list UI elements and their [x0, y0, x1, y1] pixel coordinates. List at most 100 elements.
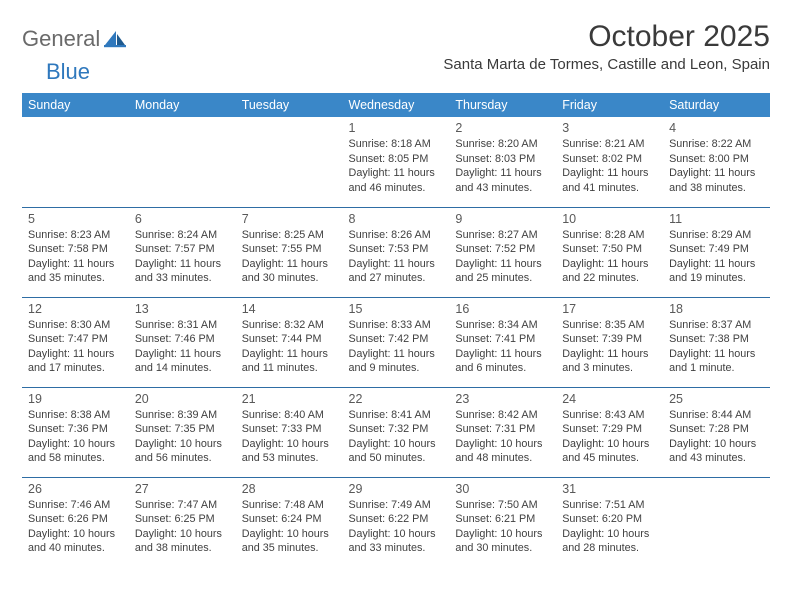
calendar-week-row: 1 Sunrise: 8:18 AMSunset: 8:05 PMDaylight… — [22, 117, 770, 207]
calendar-day-cell: 21 Sunrise: 8:40 AMSunset: 7:33 PMDayligh… — [236, 387, 343, 477]
day-info: Sunrise: 8:24 AMSunset: 7:57 PMDaylight:… — [135, 228, 230, 286]
day-info: Sunrise: 7:49 AMSunset: 6:22 PMDaylight:… — [349, 498, 444, 556]
day-number: 13 — [135, 302, 230, 316]
calendar-day-cell: 14 Sunrise: 8:32 AMSunset: 7:44 PMDayligh… — [236, 297, 343, 387]
calendar-day-cell: 25 Sunrise: 8:44 AMSunset: 7:28 PMDayligh… — [663, 387, 770, 477]
day-number: 17 — [562, 302, 657, 316]
day-info: Sunrise: 8:44 AMSunset: 7:28 PMDaylight:… — [669, 408, 764, 466]
calendar-day-cell: 17 Sunrise: 8:35 AMSunset: 7:39 PMDayligh… — [556, 297, 663, 387]
calendar-header-row: SundayMondayTuesdayWednesdayThursdayFrid… — [22, 93, 770, 117]
calendar-empty-cell — [129, 117, 236, 207]
day-info: Sunrise: 8:28 AMSunset: 7:50 PMDaylight:… — [562, 228, 657, 286]
day-info: Sunrise: 8:40 AMSunset: 7:33 PMDaylight:… — [242, 408, 337, 466]
calendar-day-cell: 8 Sunrise: 8:26 AMSunset: 7:53 PMDaylight… — [343, 207, 450, 297]
calendar-day-cell: 11 Sunrise: 8:29 AMSunset: 7:49 PMDayligh… — [663, 207, 770, 297]
day-number: 26 — [28, 482, 123, 496]
day-number: 11 — [669, 212, 764, 226]
calendar-day-cell: 31Sunrise: 7:51 AMSunset: 6:20 PMDayligh… — [556, 477, 663, 567]
day-info: Sunrise: 8:20 AMSunset: 8:03 PMDaylight:… — [455, 137, 550, 195]
day-header: Thursday — [449, 93, 556, 117]
day-info: Sunrise: 8:22 AMSunset: 8:00 PMDaylight:… — [669, 137, 764, 195]
brand-sail-icon — [104, 30, 126, 48]
calendar-day-cell: 12 Sunrise: 8:30 AMSunset: 7:47 PMDayligh… — [22, 297, 129, 387]
day-info: Sunrise: 8:21 AMSunset: 8:02 PMDaylight:… — [562, 137, 657, 195]
day-number: 24 — [562, 392, 657, 406]
day-number: 23 — [455, 392, 550, 406]
day-info: Sunrise: 8:33 AMSunset: 7:42 PMDaylight:… — [349, 318, 444, 376]
calendar-page: General October 2025 Santa Marta de Torm… — [0, 0, 792, 587]
calendar-empty-cell — [663, 477, 770, 567]
day-info: Sunrise: 8:43 AMSunset: 7:29 PMDaylight:… — [562, 408, 657, 466]
day-info: Sunrise: 8:39 AMSunset: 7:35 PMDaylight:… — [135, 408, 230, 466]
day-info: Sunrise: 8:25 AMSunset: 7:55 PMDaylight:… — [242, 228, 337, 286]
day-number: 30 — [455, 482, 550, 496]
calendar-body: 1 Sunrise: 8:18 AMSunset: 8:05 PMDaylight… — [22, 117, 770, 567]
brand-logo: General — [22, 20, 128, 52]
day-info: Sunrise: 8:38 AMSunset: 7:36 PMDaylight:… — [28, 408, 123, 466]
day-info: Sunrise: 8:34 AMSunset: 7:41 PMDaylight:… — [455, 318, 550, 376]
day-number: 3 — [562, 121, 657, 135]
calendar-day-cell: 9 Sunrise: 8:27 AMSunset: 7:52 PMDaylight… — [449, 207, 556, 297]
day-info: Sunrise: 8:30 AMSunset: 7:47 PMDaylight:… — [28, 318, 123, 376]
day-number: 1 — [349, 121, 444, 135]
day-number: 21 — [242, 392, 337, 406]
day-number: 15 — [349, 302, 444, 316]
day-number: 20 — [135, 392, 230, 406]
day-info: Sunrise: 7:50 AMSunset: 6:21 PMDaylight:… — [455, 498, 550, 556]
calendar-day-cell: 7 Sunrise: 8:25 AMSunset: 7:55 PMDaylight… — [236, 207, 343, 297]
calendar-day-cell: 30 Sunrise: 7:50 AMSunset: 6:21 PMDayligh… — [449, 477, 556, 567]
day-info: Sunrise: 8:35 AMSunset: 7:39 PMDaylight:… — [562, 318, 657, 376]
day-header: Monday — [129, 93, 236, 117]
calendar-day-cell: 20 Sunrise: 8:39 AMSunset: 7:35 PMDayligh… — [129, 387, 236, 477]
day-info: Sunrise: 7:46 AMSunset: 6:26 PMDaylight:… — [28, 498, 123, 556]
calendar-day-cell: 5Sunrise: 8:23 AMSunset: 7:58 PMDaylight… — [22, 207, 129, 297]
day-info: Sunrise: 8:29 AMSunset: 7:49 PMDaylight:… — [669, 228, 764, 286]
calendar-day-cell: 16 Sunrise: 8:34 AMSunset: 7:41 PMDayligh… — [449, 297, 556, 387]
day-number: 28 — [242, 482, 337, 496]
day-number: 14 — [242, 302, 337, 316]
title-block: October 2025 Santa Marta de Tormes, Cast… — [443, 20, 770, 73]
brand-word-2: Blue — [46, 59, 90, 85]
day-number: 8 — [349, 212, 444, 226]
day-info: Sunrise: 8:37 AMSunset: 7:38 PMDaylight:… — [669, 318, 764, 376]
calendar-day-cell: 3 Sunrise: 8:21 AMSunset: 8:02 PMDaylight… — [556, 117, 663, 207]
day-info: Sunrise: 8:18 AMSunset: 8:05 PMDaylight:… — [349, 137, 444, 195]
calendar-week-row: 26 Sunrise: 7:46 AMSunset: 6:26 PMDayligh… — [22, 477, 770, 567]
day-info: Sunrise: 8:27 AMSunset: 7:52 PMDaylight:… — [455, 228, 550, 286]
calendar-day-cell: 1 Sunrise: 8:18 AMSunset: 8:05 PMDaylight… — [343, 117, 450, 207]
day-info: Sunrise: 8:26 AMSunset: 7:53 PMDaylight:… — [349, 228, 444, 286]
day-number: 4 — [669, 121, 764, 135]
day-number: 6 — [135, 212, 230, 226]
day-number: 25 — [669, 392, 764, 406]
day-number: 12 — [28, 302, 123, 316]
location-subtitle: Santa Marta de Tormes, Castille and Leon… — [443, 56, 770, 73]
day-info: Sunrise: 7:48 AMSunset: 6:24 PMDaylight:… — [242, 498, 337, 556]
calendar-empty-cell — [22, 117, 129, 207]
day-info: Sunrise: 8:42 AMSunset: 7:31 PMDaylight:… — [455, 408, 550, 466]
day-info: Sunrise: 8:41 AMSunset: 7:32 PMDaylight:… — [349, 408, 444, 466]
day-number: 31 — [562, 482, 657, 496]
calendar-day-cell: 2Sunrise: 8:20 AMSunset: 8:03 PMDaylight… — [449, 117, 556, 207]
day-number: 9 — [455, 212, 550, 226]
day-info: Sunrise: 8:32 AMSunset: 7:44 PMDaylight:… — [242, 318, 337, 376]
calendar-day-cell: 27Sunrise: 7:47 AMSunset: 6:25 PMDayligh… — [129, 477, 236, 567]
calendar-day-cell: 10Sunrise: 8:28 AMSunset: 7:50 PMDayligh… — [556, 207, 663, 297]
calendar-day-cell: 6 Sunrise: 8:24 AMSunset: 7:57 PMDaylight… — [129, 207, 236, 297]
day-header: Sunday — [22, 93, 129, 117]
calendar-week-row: 19Sunrise: 8:38 AMSunset: 7:36 PMDayligh… — [22, 387, 770, 477]
calendar-week-row: 12 Sunrise: 8:30 AMSunset: 7:47 PMDayligh… — [22, 297, 770, 387]
calendar-week-row: 5Sunrise: 8:23 AMSunset: 7:58 PMDaylight… — [22, 207, 770, 297]
day-number: 7 — [242, 212, 337, 226]
calendar-table: SundayMondayTuesdayWednesdayThursdayFrid… — [22, 93, 770, 567]
calendar-day-cell: 23 Sunrise: 8:42 AMSunset: 7:31 PMDayligh… — [449, 387, 556, 477]
day-info: Sunrise: 8:31 AMSunset: 7:46 PMDaylight:… — [135, 318, 230, 376]
calendar-empty-cell — [236, 117, 343, 207]
day-info: Sunrise: 7:47 AMSunset: 6:25 PMDaylight:… — [135, 498, 230, 556]
day-number: 29 — [349, 482, 444, 496]
day-header: Tuesday — [236, 93, 343, 117]
calendar-day-cell: 19Sunrise: 8:38 AMSunset: 7:36 PMDayligh… — [22, 387, 129, 477]
calendar-day-cell: 24 Sunrise: 8:43 AMSunset: 7:29 PMDayligh… — [556, 387, 663, 477]
day-number: 16 — [455, 302, 550, 316]
calendar-day-cell: 22 Sunrise: 8:41 AMSunset: 7:32 PMDayligh… — [343, 387, 450, 477]
day-number: 22 — [349, 392, 444, 406]
